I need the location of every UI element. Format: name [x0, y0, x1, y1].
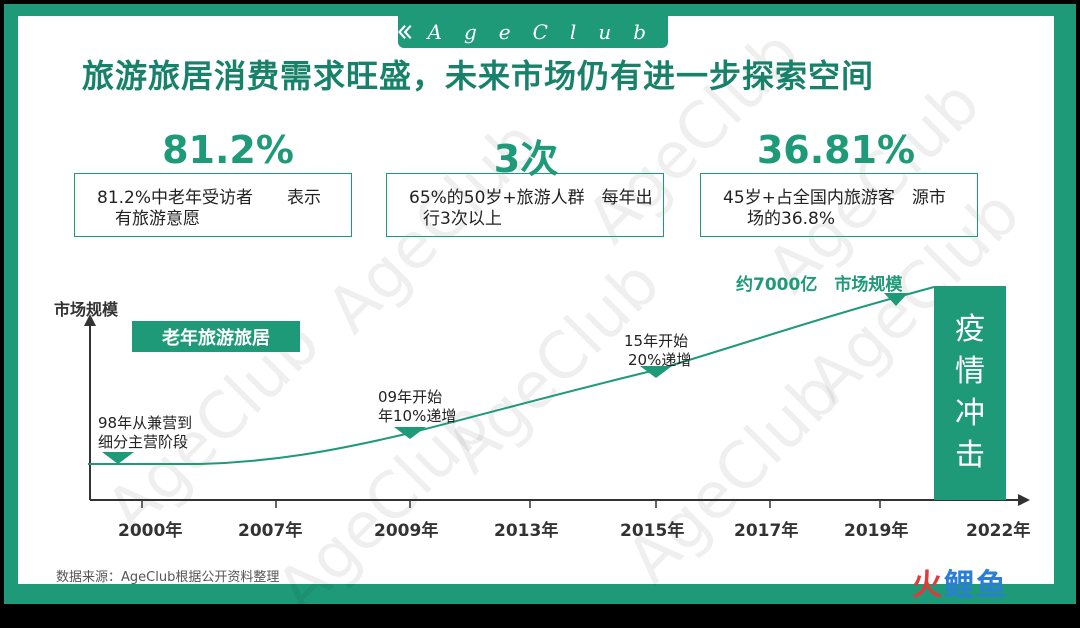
milestone-line: 15年开始 — [624, 332, 689, 350]
y-axis-arrow — [84, 314, 96, 326]
milestone-line: 09年开始 — [378, 388, 443, 406]
year-label: 2017年 — [734, 521, 799, 541]
ageclub-logo-icon — [398, 24, 412, 40]
stat-desc: 行3次以上 — [423, 209, 502, 229]
milestone-line: 98年从兼营到 — [98, 414, 193, 432]
milestone-marker — [640, 366, 672, 378]
milestone-line: 20%递增 — [628, 351, 692, 369]
covid-char: 疫 — [955, 312, 985, 347]
year-label: 2009年 — [374, 521, 439, 541]
stat-desc: 65%的50岁+旅游人群 每年出 — [409, 188, 653, 208]
stat-value: 36.81% — [756, 128, 916, 172]
brand-part: 鲤鱼 — [944, 568, 1008, 603]
growth-curve — [88, 286, 935, 465]
covid-char: 情 — [955, 354, 985, 389]
stat-value: 81.2% — [162, 128, 294, 172]
page-title: 旅游旅居消费需求旺盛，未来市场仍有进一步探索空间 — [82, 57, 875, 95]
stat-desc: 场的36.8% — [747, 209, 836, 229]
milestone-line: 细分主营阶段 — [98, 433, 189, 451]
milestone-label: 09年开始 年10%递增 — [378, 388, 456, 426]
brand-part: 火 — [912, 568, 944, 603]
milestone-label: 98年从兼营到 细分主营阶段 — [98, 414, 192, 452]
covid-char: 冲 — [955, 396, 985, 431]
stat-desc: 有旅游意愿 — [115, 209, 200, 229]
data-source: 数据来源：AgeClub根据公开资料整理 — [56, 570, 280, 585]
market-size-label: 约7000亿 市场规模 — [736, 275, 903, 295]
logo: AgeClub — [398, 16, 668, 48]
stat-card: 65%的50岁+旅游人群 每年出 行3次以上 — [386, 173, 664, 237]
logo-text: AgeClub — [427, 20, 668, 44]
segment-tag: 老年旅游旅居 — [132, 321, 300, 352]
stat-desc: 81.2%中老年受访者 表示 — [97, 188, 322, 208]
year-label: 2019年 — [844, 521, 909, 541]
year-label: 2000年 — [118, 521, 183, 541]
covid-impact-block: 疫 情 冲 击 — [934, 286, 1006, 500]
year-label: 2015年 — [620, 521, 685, 541]
x-axis-arrow — [1018, 494, 1030, 506]
stat-card: 45岁+占全国内旅游客 源市 场的36.8% — [700, 173, 978, 237]
growth-chart — [84, 286, 1030, 508]
milestone-marker — [394, 427, 426, 439]
slide — [18, 16, 1054, 584]
y-axis-title: 市场规模 — [54, 300, 119, 319]
year-label: 2007年 — [238, 521, 303, 541]
year-label: 2013年 — [494, 521, 559, 541]
year-label: 2022年 — [966, 521, 1031, 541]
stat-card: 81.2%中老年受访者 表示 有旅游意愿 — [74, 173, 352, 237]
milestone-marker — [102, 452, 134, 464]
stat-desc: 45岁+占全国内旅游客 源市 — [723, 188, 946, 208]
milestone-marker — [884, 293, 908, 306]
footer-brand: 火鲤鱼 — [912, 560, 1008, 604]
milestone-line: 年10%递增 — [378, 407, 457, 425]
covid-char: 击 — [955, 438, 985, 473]
milestone-label: 15年开始 20%递增 — [624, 332, 691, 370]
